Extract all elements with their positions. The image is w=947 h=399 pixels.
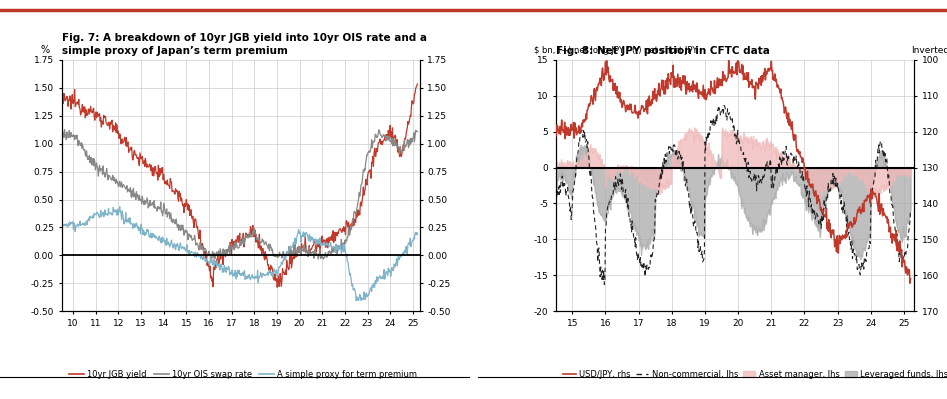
Text: Fig. 7: A breakdown of 10yr JGB yield into 10yr OIS rate and a
simple proxy of J: Fig. 7: A breakdown of 10yr JGB yield in…: [62, 33, 426, 56]
Text: Inverted: Inverted: [912, 46, 947, 55]
Text: $ bn, (+) net long JPY / (-) net short JPY: $ bn, (+) net long JPY / (-) net short J…: [534, 46, 698, 55]
Legend: USD/JPY, rhs, Non-commercial, lhs, Asset manager, lhs, Leveraged funds, lhs: USD/JPY, rhs, Non-commercial, lhs, Asset…: [560, 367, 947, 383]
Text: Fig. 8: Net JPY position in CFTC data: Fig. 8: Net JPY position in CFTC data: [556, 46, 770, 56]
Legend: 10yr JGB yield, 10yr OIS swap rate, A simple proxy for term premium: 10yr JGB yield, 10yr OIS swap rate, A si…: [65, 367, 420, 383]
Text: %: %: [40, 45, 49, 55]
